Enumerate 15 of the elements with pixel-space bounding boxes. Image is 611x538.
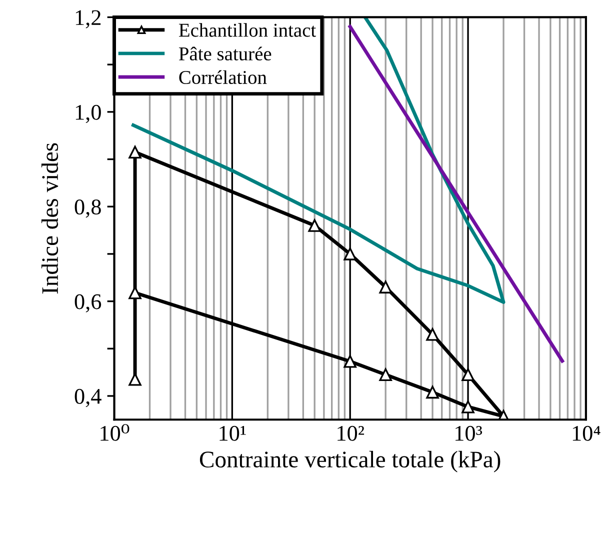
- y-tick-label: 0,4: [74, 388, 102, 408]
- x-axis-title: Contrainte verticale totale (kPa): [200, 450, 500, 472]
- y-tick-label: 0,8: [74, 200, 101, 218]
- legend-label: Corrélation: [179, 70, 267, 84]
- y-tick-label: 1,0: [76, 104, 101, 124]
- x-tick-label: 10¹: [220, 426, 246, 441]
- x-tick-label: 10³: [456, 426, 482, 441]
- y-tick-label: 1,2: [76, 10, 101, 28]
- legend-label: Pâte saturée: [178, 46, 272, 60]
- x-tick-label: 10⁴: [572, 426, 600, 441]
- y-axis-title: Indice des vides: [41, 143, 58, 294]
- x-tick-label: 10²: [338, 426, 364, 441]
- x-tick-label: 10⁰: [100, 424, 130, 441]
- legend-label: Echantillon intact: [178, 23, 316, 37]
- y-tick-label: 0,6: [74, 294, 102, 312]
